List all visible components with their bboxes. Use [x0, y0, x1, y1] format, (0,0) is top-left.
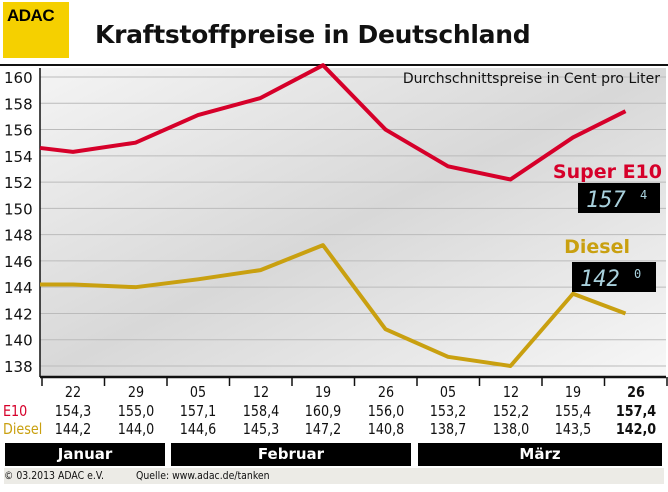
date-label: 05 [439, 383, 457, 401]
svg-text:4: 4 [640, 188, 647, 202]
value-cell: 157,1 [179, 402, 217, 420]
adac-logo: ADAC [3, 2, 69, 58]
copyright: © 03.2013 ADAC e.V. [4, 469, 105, 482]
date-label: 29 [127, 383, 144, 401]
value-cell: 138,0 [492, 420, 529, 438]
value-cell: 145,3 [242, 420, 279, 438]
date-label: 05 [189, 383, 207, 401]
y-tick-label: 146 [4, 253, 33, 271]
svg-text:0: 0 [634, 267, 641, 281]
y-tick-label: 160 [4, 69, 33, 87]
month-maerz: März [418, 443, 662, 466]
value-cell: 160,9 [304, 402, 342, 420]
diesel-price-display: 142 0 [572, 262, 656, 292]
value-cell: 153,2 [429, 402, 467, 420]
value-cell: 155,0 [117, 402, 154, 420]
y-tick-label: 142 [4, 305, 33, 323]
date-label: 22 [64, 383, 82, 401]
y-tick-label: 158 [4, 95, 33, 113]
diesel-row: Diesel 144,2 144,0 144,6 145,3 147,2 140,8 138,… [0, 420, 668, 438]
date-label: 19 [564, 383, 582, 401]
value-cell: 144,0 [117, 420, 154, 438]
legend-e10: Super E10 [553, 161, 662, 183]
y-tick-label: 156 [4, 122, 33, 140]
value-cell: 154,3 [54, 402, 92, 420]
data-table: 22 29 05 12 19 26 05 12 19 26 E10 154,3 155,0 157,1 1… [0, 383, 668, 439]
y-tick-label: 150 [4, 200, 33, 218]
date-label: 12 [252, 383, 269, 401]
value-cell: 157,4 [615, 402, 656, 420]
month-februar: Februar [171, 443, 411, 466]
source: Quelle: www.adac.de/tanken [135, 469, 270, 482]
y-tick-label: 140 [4, 332, 33, 350]
svg-text:142: 142 [580, 267, 620, 292]
diesel-row-label: Diesel [3, 420, 43, 438]
y-tick-label: 152 [4, 174, 33, 192]
e10-row-label: E10 [3, 402, 28, 420]
value-cell: 158,4 [242, 402, 279, 420]
value-cell: 138,7 [429, 420, 467, 438]
background-photo [40, 68, 666, 376]
chart-title: Kraftstoffpreise in Deutschland [95, 20, 531, 49]
value-cell: 152,2 [492, 402, 529, 420]
value-cell: 143,5 [554, 420, 592, 438]
header-divider [0, 64, 668, 66]
value-cell: 144,2 [54, 420, 92, 438]
chart-subtitle: Durchschnittspreise in Cent pro Liter [403, 71, 660, 87]
date-label: 26 [626, 383, 645, 401]
date-label: 26 [377, 383, 394, 401]
y-tick-label: 144 [4, 279, 33, 297]
date-row: 22 29 05 12 19 26 05 12 19 26 [0, 383, 668, 401]
value-cell: 156,0 [367, 402, 404, 420]
legend-diesel: Diesel [564, 236, 630, 258]
value-cell: 147,2 [304, 420, 342, 438]
value-cell: 144,6 [179, 420, 217, 438]
footer: © 03.2013 ADAC e.V. Quelle: www.adac.de/… [4, 468, 664, 484]
month-januar: Januar [5, 443, 165, 466]
value-cell: 140,8 [367, 420, 404, 438]
e10-row: E10 154,3 155,0 157,1 158,4 160,9 156,0 153,2 15… [0, 402, 668, 420]
date-label: 19 [314, 383, 332, 401]
y-tick-label: 154 [4, 148, 33, 166]
date-label: 12 [502, 383, 519, 401]
value-cell: 142,0 [615, 420, 656, 438]
e10-price-display: 157 4 [578, 183, 660, 213]
svg-text:157: 157 [586, 188, 626, 213]
value-cell: 155,4 [554, 402, 592, 420]
y-tick-label: 148 [4, 227, 33, 245]
y-tick-label: 138 [4, 358, 33, 376]
